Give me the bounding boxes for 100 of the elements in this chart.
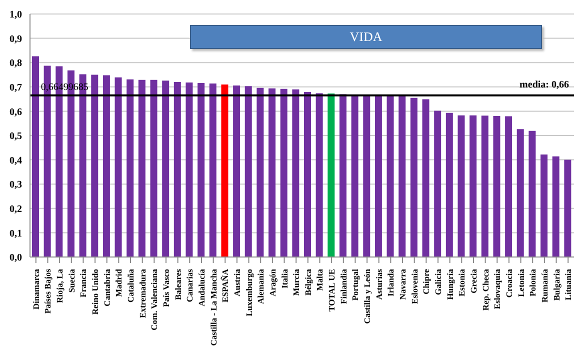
x-tick-label: Estonia (456, 268, 467, 296)
y-tick-label: 0,1 (10, 228, 22, 240)
bar (398, 95, 406, 257)
y-tick-label: 0,2 (10, 204, 22, 215)
x-tick-label: Cantabria (102, 268, 112, 306)
bar (386, 95, 394, 257)
x-tick-label: TOTAL UE (326, 268, 337, 312)
x-tick-label: Grecia (468, 268, 478, 294)
x-tick-label: Cataluña (126, 268, 136, 303)
bar (470, 115, 477, 257)
bar (138, 80, 146, 257)
y-tick-label: 0,9 (10, 34, 22, 45)
bar (528, 130, 536, 257)
bar (244, 86, 252, 257)
ref-line-label: media: 0,66 (520, 80, 569, 91)
bar (304, 92, 311, 257)
x-tick-label: Luxemburgo (244, 269, 254, 316)
x-tick-label: Finlandia (338, 268, 348, 304)
x-tick-label: Castilla y León (362, 268, 372, 324)
x-tick-label: País Vasco (161, 269, 171, 308)
x-tick-label: Malta (314, 268, 325, 291)
x-tick-label: Suecia (66, 268, 76, 293)
x-tick-label: Navarra (398, 268, 408, 300)
x-tick-label: Alemania (256, 268, 266, 304)
x-tick-label: Portugal (350, 268, 360, 301)
y-tick-label: 0,4 (10, 155, 22, 166)
y-tick-label: 0,5 (10, 131, 22, 142)
y-tick-label: 0,7 (10, 82, 22, 94)
bar (221, 84, 228, 257)
bar (422, 99, 430, 257)
bar (505, 116, 512, 257)
bar (458, 115, 465, 257)
bar (493, 116, 500, 257)
bar (186, 82, 193, 257)
bar (410, 98, 418, 257)
bar (446, 112, 453, 257)
x-tick-label: Rioja, La (54, 268, 65, 303)
bar (339, 94, 346, 257)
bar (114, 77, 122, 257)
bar (32, 56, 39, 257)
bar (292, 89, 300, 257)
x-tick-label: Castilla - La Mancha (208, 268, 218, 346)
x-tick-label: Murcia (291, 268, 302, 296)
bar (126, 79, 134, 257)
bar (552, 156, 560, 257)
x-tick-label: ESPAÑA (220, 268, 230, 302)
x-tick-label: Madrid (114, 268, 124, 297)
bar (91, 74, 98, 257)
x-tick-label: Aragón (267, 268, 278, 296)
x-tick-label: Eslovaquia (492, 268, 502, 310)
x-tick-label: Baleares (172, 268, 183, 300)
bar (363, 95, 370, 257)
x-tick-label: Polonia (528, 268, 538, 296)
bar (209, 84, 216, 257)
x-tick-label: Eslovenia (409, 268, 420, 304)
bar (150, 80, 158, 257)
bar (316, 93, 323, 257)
x-tick-label: Francia (78, 268, 88, 298)
y-tick-label: 0,6 (10, 106, 22, 118)
x-tick-label: Dinamarca (30, 268, 41, 310)
bar (233, 85, 240, 257)
bar (481, 116, 488, 257)
x-tick-label: Hungría (444, 268, 455, 300)
bar (174, 82, 181, 257)
y-tick-label: 1,0 (10, 10, 22, 21)
bar (268, 88, 276, 257)
bar (280, 88, 288, 257)
bar (564, 160, 572, 257)
x-tick-label: Chipre (421, 268, 432, 294)
x-tick-label: Asturias (374, 268, 384, 300)
bar (374, 95, 382, 257)
x-tick-label: Irlanda (386, 268, 396, 296)
x-tick-label: Rep. Checa (480, 268, 490, 311)
bar (198, 83, 205, 257)
bar (351, 95, 358, 257)
bar (162, 80, 170, 257)
bar (434, 110, 442, 257)
x-tick-label: Bulgaria (551, 268, 562, 301)
bar (516, 129, 524, 257)
x-tick-label: Extremadura (137, 268, 148, 318)
y-tick-label: 0,3 (10, 180, 22, 191)
x-tick-label: Galicia (433, 268, 443, 295)
bar (102, 75, 110, 257)
bar (540, 154, 548, 257)
text: VIDA (350, 29, 382, 44)
y-tick-label: 0,0 (10, 252, 22, 264)
x-tick-label: Canarias (184, 268, 195, 302)
bar (328, 93, 335, 257)
x-tick-label: Andalucía (196, 268, 206, 306)
x-tick-label: Bélgica (302, 268, 313, 296)
x-tick-label: Reino Unido (90, 269, 100, 315)
x-tick-label: Lituania (563, 268, 574, 300)
x-tick-label: Países Bajos (42, 268, 53, 314)
x-tick-label: Rumanía (539, 268, 550, 303)
x-tick-label: Austria (232, 268, 242, 296)
x-tick-label: Croacia (504, 268, 514, 298)
y-tick-label: 0,8 (10, 58, 22, 70)
bar (256, 88, 264, 257)
x-tick-label: Letonia (516, 268, 526, 297)
x-tick-label: Com. Valenciana (149, 268, 160, 330)
